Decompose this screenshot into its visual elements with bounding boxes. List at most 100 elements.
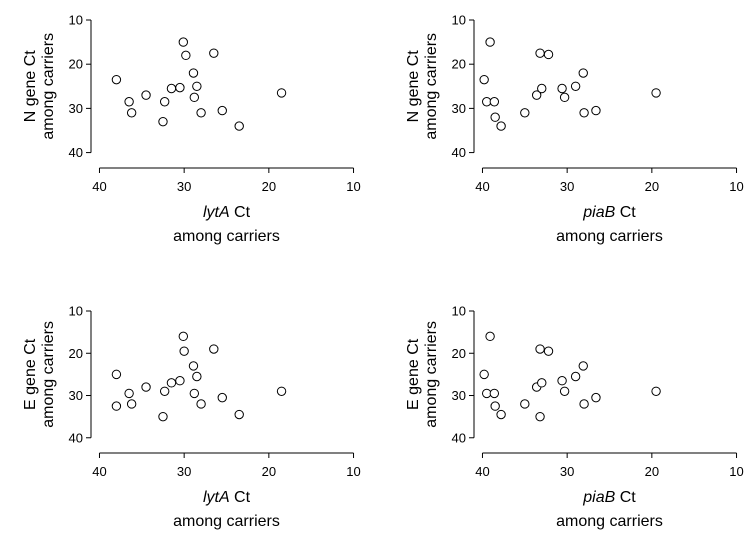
x-tick-label: 10 [729, 464, 743, 479]
data-point [485, 331, 495, 342]
data-point [543, 346, 554, 356]
data-point [535, 48, 545, 58]
data-point [158, 116, 168, 127]
y-axis-label-line2: among carriers [40, 321, 57, 428]
x-tick-label: 20 [262, 179, 276, 194]
y-tick-label: 10 [452, 304, 466, 319]
data-point [196, 108, 206, 118]
data-point [179, 346, 189, 356]
x-tick-label: 40 [92, 179, 106, 194]
data-point [209, 48, 219, 58]
y-tick-label: 20 [69, 346, 83, 361]
data-point [559, 386, 570, 396]
x-axis-label-line2: among carriers [556, 513, 663, 530]
data-point [111, 74, 122, 85]
data-point [111, 401, 122, 411]
data-point [217, 392, 227, 403]
data-point [570, 371, 581, 382]
data-point [578, 68, 588, 78]
data-point [570, 81, 581, 91]
x-axis-label: piaB Ct [582, 489, 636, 506]
x-axis-label: lytA Ct [203, 204, 251, 221]
data-point [178, 331, 189, 342]
data-point [557, 376, 567, 386]
data-point [490, 112, 500, 122]
y-tick-label: 30 [452, 101, 466, 116]
y-tick-label: 30 [69, 388, 83, 403]
data-point [141, 382, 151, 392]
data-point [479, 369, 489, 380]
data-point [535, 344, 545, 354]
data-point [159, 386, 170, 396]
data-point [189, 388, 200, 399]
x-tick-label: 20 [645, 179, 659, 194]
data-point [490, 401, 500, 411]
data-point [651, 88, 661, 98]
data-point [485, 37, 495, 47]
data-point [479, 74, 489, 85]
x-axis-label: piaB Ct [582, 204, 636, 221]
data-point [578, 361, 588, 371]
y-axis-label: N gene Ct [405, 50, 422, 123]
data-point [579, 108, 589, 118]
x-axis-label-gene: lytA [203, 489, 230, 506]
x-tick-label: 40 [92, 464, 106, 479]
data-point [124, 388, 134, 399]
data-point [535, 411, 545, 422]
y-tick-label: 40 [69, 430, 83, 445]
data-point [579, 399, 589, 409]
data-point [520, 108, 530, 118]
data-point [158, 411, 168, 422]
x-tick-label: 20 [645, 464, 659, 479]
x-axis-label-line2: among carriers [173, 513, 280, 530]
data-point [496, 121, 506, 131]
y-tick-label: 20 [452, 346, 466, 361]
x-axis-label-line2: among carriers [173, 228, 280, 245]
y-tick-label: 30 [452, 388, 466, 403]
data-point [234, 409, 244, 420]
data-point [557, 83, 567, 94]
data-point [166, 83, 177, 94]
x-axis-label-line2: among carriers [556, 228, 663, 245]
y-axis-label: E gene Ct [22, 338, 39, 410]
data-point [217, 105, 227, 116]
data-point [496, 409, 506, 420]
data-point [591, 392, 601, 403]
data-point [520, 399, 530, 409]
data-point [489, 97, 500, 107]
x-axis-label-gene: piaB [582, 489, 615, 506]
x-axis-label: lytA Ct [203, 489, 251, 506]
data-point [181, 50, 191, 61]
x-axis-label-unit: Ct [615, 204, 636, 221]
data-point [537, 378, 547, 388]
data-point [276, 386, 287, 396]
data-point [591, 105, 601, 116]
data-point [651, 386, 661, 396]
data-point [166, 378, 177, 388]
data-point [489, 388, 500, 399]
y-tick-label: 10 [452, 13, 466, 28]
y-axis-label: E gene Ct [405, 338, 422, 410]
x-tick-label: 40 [475, 179, 489, 194]
x-axis-label-gene: lytA [203, 204, 230, 221]
y-tick-label: 40 [452, 145, 466, 160]
data-point [276, 88, 287, 98]
data-point [559, 92, 570, 103]
data-point [124, 97, 134, 107]
data-point [209, 344, 219, 354]
data-point [159, 97, 170, 107]
x-tick-label: 30 [560, 179, 574, 194]
x-tick-label: 10 [346, 179, 360, 194]
data-point [537, 83, 547, 94]
data-point [192, 81, 202, 91]
x-tick-label: 10 [346, 464, 360, 479]
data-point [192, 371, 202, 382]
x-tick-label: 10 [729, 179, 743, 194]
data-point [126, 108, 137, 118]
data-point [188, 68, 199, 78]
x-tick-label: 20 [262, 464, 276, 479]
